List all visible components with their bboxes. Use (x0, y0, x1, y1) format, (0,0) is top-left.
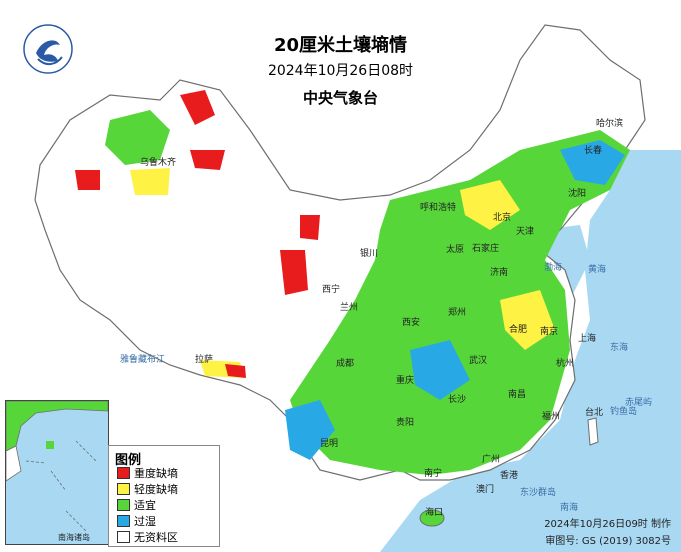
legend-label: 适宜 (134, 499, 156, 512)
inset-label: 南海诸岛 (58, 533, 90, 542)
sea-label-east: 东海 (610, 343, 629, 353)
dry-patch-tibet (225, 364, 246, 378)
legend-swatch (117, 467, 130, 479)
taiwan-outline (587, 417, 599, 446)
city-label: 杭州 (556, 359, 575, 369)
made-time: 2024年10月26日09时 制作 (544, 519, 671, 530)
suitable-region (290, 130, 630, 475)
legend-item: 过湿 (117, 514, 156, 528)
legend-label: 重度缺墒 (134, 467, 178, 480)
city-label: 银川 (360, 249, 379, 259)
river-label: 雅鲁藏布江 (120, 355, 166, 365)
map-title: 20厘米土壤墒情 (273, 35, 408, 56)
light-dry-region-north (460, 180, 520, 230)
city-label: 北京 (493, 213, 512, 223)
city-label: 济南 (490, 268, 509, 278)
city-label: 乌鲁木齐 (140, 158, 177, 168)
sea-label-bohai: 渤海 (544, 263, 563, 273)
sea-area (380, 150, 681, 552)
city-label: 澳门 (476, 485, 495, 495)
dry-patch-xinjiang (190, 150, 225, 170)
city-label: 昆明 (320, 439, 339, 449)
sea-label-south: 南海 (560, 503, 579, 513)
legend-item: 无资料区 (117, 530, 178, 544)
city-label: 长沙 (448, 395, 467, 405)
hainan-island (419, 509, 445, 527)
city-label: 石家庄 (472, 244, 500, 254)
wet-region-northeast (560, 140, 625, 185)
island-label-dongsha: 东沙群岛 (520, 488, 557, 498)
xinjiang-north-patch (105, 110, 170, 165)
map-agency: 中央气象台 (302, 89, 378, 107)
legend-item: 轻度缺墒 (117, 482, 178, 496)
dry-patch-gansu (280, 250, 308, 295)
inset-map (6, 401, 108, 532)
legend-label: 轻度缺墒 (134, 483, 178, 496)
legend-item: 重度缺墒 (117, 466, 178, 480)
city-label: 成都 (336, 359, 355, 369)
city-label: 西宁 (322, 285, 341, 295)
city-label: 沈阳 (568, 189, 587, 199)
light-dry-region-east (500, 290, 555, 350)
city-label: 拉萨 (195, 355, 214, 365)
city-label: 西安 (402, 318, 421, 328)
cma-logo-icon (23, 24, 73, 74)
wet-region-yunnan (285, 400, 335, 460)
legend-swatch (117, 515, 130, 527)
sea-label-yellow: 黄海 (588, 265, 607, 275)
city-label: 兰州 (340, 303, 359, 313)
city-label: 香港 (500, 471, 519, 481)
city-label: 南京 (540, 327, 559, 337)
city-label: 长春 (584, 146, 603, 156)
city-label: 贵阳 (396, 418, 415, 428)
city-label: 哈尔滨 (596, 119, 624, 129)
light-dry-tarim (130, 168, 170, 195)
legend-label: 无资料区 (134, 531, 178, 544)
city-label: 郑州 (448, 308, 467, 318)
city-label: 台北 (585, 408, 604, 418)
city-label: 合肥 (509, 325, 528, 335)
city-label: 海口 (425, 508, 444, 518)
city-label: 南宁 (424, 469, 443, 479)
legend-swatch (117, 499, 130, 511)
wet-region-central (410, 340, 470, 400)
legend-label: 过湿 (134, 515, 156, 528)
dry-patch-west (75, 170, 100, 190)
legend-item: 适宜 (117, 498, 156, 512)
city-label: 上海 (578, 334, 597, 344)
city-label: 天津 (516, 227, 535, 237)
city-label: 呼和浩特 (420, 203, 457, 213)
legend-swatch (117, 483, 130, 495)
dry-patch-hexi (300, 215, 320, 240)
legend-title: 图例 (115, 453, 142, 468)
map-datetime: 2024年10月26日08时 (267, 63, 414, 79)
city-label: 广州 (482, 455, 501, 465)
city-label: 南昌 (508, 390, 527, 400)
review-number: 审图号: GS (2019) 3082号 (545, 536, 671, 547)
city-label: 武汉 (469, 356, 488, 366)
island-label-chiwei: 赤尾屿 (625, 398, 653, 408)
city-label: 重庆 (396, 376, 415, 386)
dry-patch-altay (180, 90, 215, 125)
legend-swatch (117, 531, 130, 543)
legend: 图例 重度缺墒 轻度缺墒 适宜 过湿 无资料区 (108, 445, 220, 547)
south-china-sea-inset (5, 400, 109, 545)
island-label-diaoyu: 钓鱼岛 (610, 407, 638, 417)
city-label: 福州 (542, 412, 561, 422)
city-label: 太原 (446, 245, 465, 255)
